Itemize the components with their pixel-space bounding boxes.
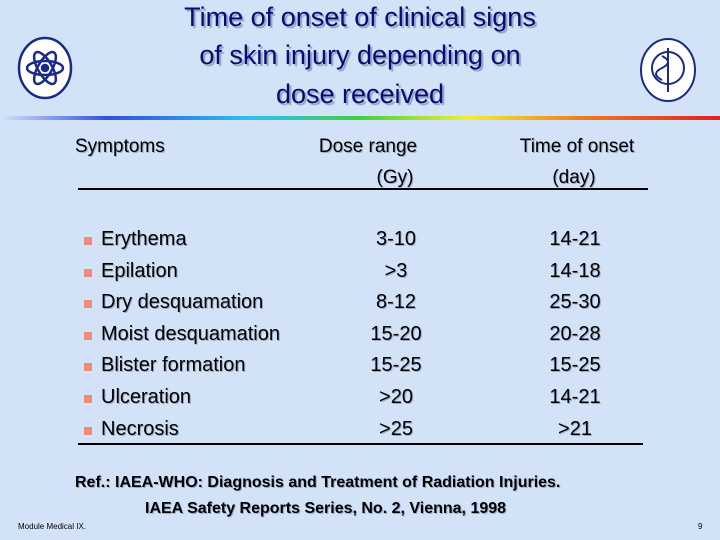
column-header: Symptoms	[75, 136, 165, 157]
time-of-onset: 14-21	[549, 386, 601, 408]
bullet	[84, 395, 92, 403]
bullet	[84, 331, 92, 340]
bullet	[84, 268, 92, 277]
symptom: Blister formation	[101, 354, 246, 377]
title-line: of skin injury depending on	[199, 40, 521, 70]
time-of-onset: 14-21	[549, 228, 601, 250]
dose-range: 15-20	[370, 322, 422, 345]
reference: Ref.: IAEA-WHO: Diagnosis and Treatment …	[75, 474, 561, 491]
header-rule	[78, 188, 648, 190]
reference: IAEA Safety Reports Series, No. 2, Vienn…	[145, 500, 507, 517]
bottom-rule	[78, 443, 643, 445]
page-number: 9	[698, 522, 703, 531]
symptom: Dry desquamation	[101, 291, 264, 314]
iaea-logo	[17, 36, 73, 100]
symptom: Moist desquamation	[101, 322, 280, 345]
dose-range: >20	[379, 386, 413, 408]
rainbow-rule	[0, 116, 720, 120]
symptom: Erythema	[101, 228, 187, 250]
symptom: Ulceration	[101, 386, 192, 408]
symptom: Epilation	[101, 259, 178, 282]
column-header: (day)	[552, 167, 596, 188]
dose-range: 15-25	[370, 354, 422, 377]
title-line: dose received	[275, 79, 445, 109]
bullet	[84, 426, 92, 435]
time-of-onset: 25-30	[549, 291, 601, 314]
dose-range: 8-12	[375, 291, 417, 314]
time-of-onset: >21	[558, 417, 592, 440]
title-line: Time of onset of clinical signs	[184, 2, 536, 32]
symptom: Necrosis	[101, 417, 179, 440]
dose-range: 3-10	[375, 228, 417, 250]
bullet	[84, 300, 92, 309]
column-header: Dose range	[318, 136, 418, 157]
column-header: (Gy)	[376, 167, 414, 188]
footer-module: Module Medical IX.	[18, 522, 87, 531]
column-header: Time of onset	[519, 136, 635, 157]
dose-range: >3	[384, 259, 408, 282]
bullet	[84, 237, 92, 245]
time-of-onset: 15-25	[549, 354, 601, 377]
dose-range: >25	[379, 417, 413, 440]
time-of-onset: 14-18	[549, 259, 601, 282]
time-of-onset: 20-28	[549, 322, 601, 345]
bullet	[84, 363, 92, 372]
who-logo	[640, 38, 696, 102]
